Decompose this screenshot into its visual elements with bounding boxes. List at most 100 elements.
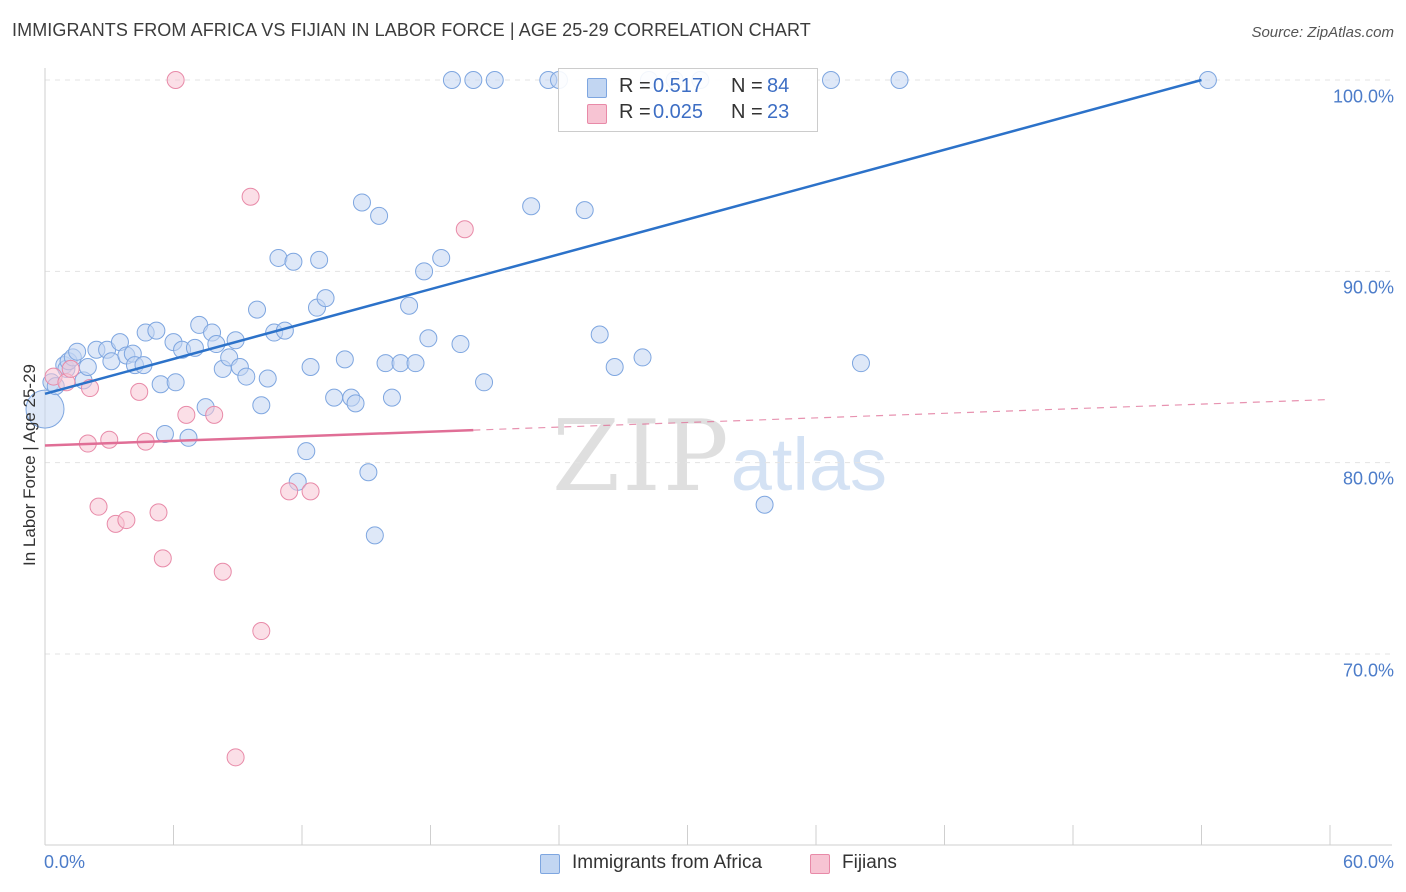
legend-n-label: N = [731, 101, 763, 123]
watermark: ZIPatlas [552, 400, 887, 514]
legend-item-africa[interactable]: Immigrants from Africa [540, 852, 762, 874]
fijian-point [153, 549, 172, 568]
fijian-point [301, 482, 320, 501]
trend-lines [44, 78, 1331, 447]
legend-n-value: 23 [767, 101, 790, 123]
africa-point [346, 394, 365, 413]
africa-point [755, 495, 774, 514]
legend-item-fijian[interactable]: Fijians [810, 852, 897, 874]
africa-point [419, 329, 438, 348]
africa-point [352, 193, 371, 212]
africa-point [406, 354, 425, 373]
africa-point [155, 424, 174, 443]
fijian-point [100, 430, 119, 449]
y-tick-label: 100.0% [1332, 86, 1394, 107]
africa-point [365, 526, 384, 545]
africa-point [485, 71, 504, 89]
africa-point [1198, 71, 1217, 89]
africa-point [522, 197, 541, 216]
africa-point [575, 201, 594, 220]
watermark-zip: ZIP [552, 400, 731, 514]
africa-trend-line [44, 78, 1202, 395]
africa-point [78, 358, 97, 376]
africa-point [400, 296, 419, 315]
legend-r-label: R = [619, 75, 651, 97]
africa-point [890, 71, 909, 89]
axes [44, 68, 1392, 846]
africa-point [68, 342, 87, 361]
africa-point [451, 335, 470, 354]
africa-point [102, 352, 121, 371]
fijian-point [205, 405, 224, 424]
fijian-point [117, 511, 136, 530]
legend-swatch-africa [587, 78, 607, 98]
x-tick-label: 60.0% [1342, 852, 1394, 872]
legend-n-value: 84 [767, 75, 790, 97]
africa-point [391, 354, 410, 373]
africa-point [147, 321, 166, 340]
fijian-trend-line-dashed [473, 398, 1331, 431]
africa-point [442, 71, 461, 89]
chart-title: IMMIGRANTS FROM AFRICA VS FIJIAN IN LABO… [12, 20, 811, 40]
fijian-point [226, 748, 245, 767]
africa-point [605, 358, 624, 376]
africa-point [252, 396, 271, 415]
africa-point [432, 248, 451, 267]
fijian-point [280, 482, 299, 501]
fijian-point [61, 359, 80, 378]
fijian-point [177, 405, 196, 424]
africa-point [310, 250, 329, 269]
africa-point [237, 367, 256, 386]
fijian-point [149, 503, 168, 522]
fijian-point [213, 562, 232, 581]
africa-point [284, 252, 303, 271]
x-tick-label: 0.0% [44, 852, 86, 872]
africa-point [269, 248, 288, 267]
source-label: Source: ZipAtlas.com [1251, 24, 1394, 41]
legend-swatch-fijian [810, 854, 830, 874]
legend-label-africa: Immigrants from Africa [572, 852, 763, 873]
africa-point [370, 206, 389, 225]
fijian-point [166, 71, 185, 89]
africa-point [376, 354, 395, 373]
legend-swatch-africa [540, 854, 560, 874]
fijian-point [455, 220, 474, 239]
africa-point [248, 300, 267, 319]
fijian-point [252, 622, 271, 641]
africa-point [335, 350, 354, 369]
africa-point [297, 442, 316, 461]
africa-point [316, 289, 335, 308]
africa-point [464, 71, 483, 89]
africa-point [301, 358, 320, 376]
y-tick-label: 70.0% [1342, 660, 1394, 681]
legend-label-fijian: Fijians [842, 852, 897, 873]
africa-point [382, 388, 401, 407]
fijian-point [89, 497, 108, 516]
africa-point [821, 71, 840, 89]
africa-point [359, 463, 378, 482]
legend-swatch-fijian [587, 104, 607, 124]
stats-legend: R = 0.517 N = 84 R = 0.025 N = 23 [558, 68, 818, 132]
watermark-atlas: atlas [730, 423, 888, 506]
legend-r-value: 0.517 [653, 75, 704, 97]
legend-r-value: 0.025 [653, 101, 704, 123]
legend-n-label: N = [731, 75, 763, 97]
africa-point [151, 375, 170, 394]
africa-point [258, 369, 277, 388]
africa-point [415, 262, 434, 281]
y-axis-label: In Labor Force | Age 25-29 [20, 364, 39, 566]
africa-point [633, 348, 652, 367]
y-tick-label: 80.0% [1342, 468, 1394, 489]
africa-point [25, 389, 65, 429]
africa-point [475, 373, 494, 392]
fijian-points [44, 71, 474, 767]
africa-point [851, 354, 870, 373]
y-tick-label: 90.0% [1342, 277, 1394, 298]
africa-point [325, 388, 344, 407]
fijian-trend-line [44, 428, 474, 447]
africa-point [166, 373, 185, 392]
africa-point [179, 428, 198, 447]
fijian-point [130, 382, 149, 401]
africa-point [590, 325, 609, 344]
